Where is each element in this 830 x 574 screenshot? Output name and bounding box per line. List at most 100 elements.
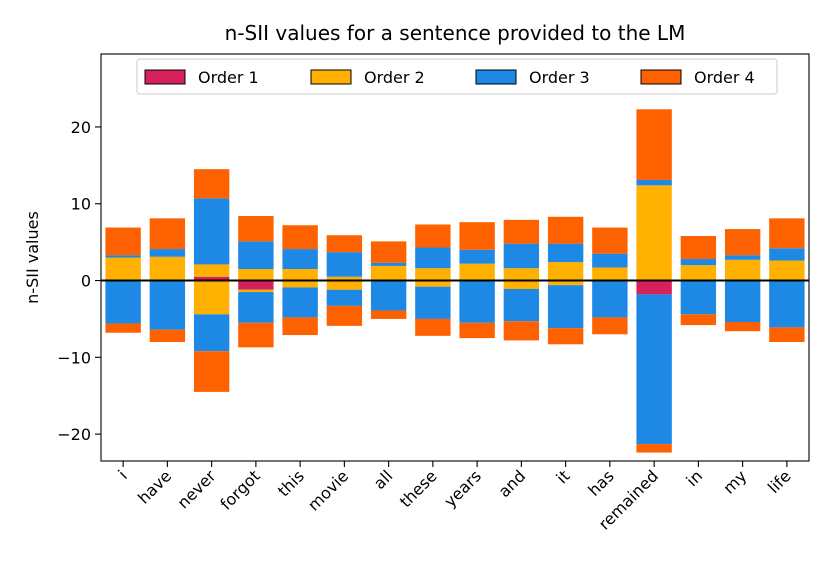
bar-these-order-4-positive	[415, 224, 451, 248]
y-tick-label: 20	[71, 118, 91, 137]
bar-movie-order-4-positive	[326, 235, 363, 253]
bar-i-order-3-negative	[105, 280, 141, 324]
bar-movie-order-2-positive	[326, 276, 363, 281]
bar-these-order-3-positive	[415, 247, 451, 269]
bar-these-order-2-positive	[415, 268, 451, 281]
bar-remained-order-4-positive	[636, 109, 672, 180]
bar-my-order-4-negative	[724, 322, 761, 332]
bar-has-order-3-positive	[592, 253, 628, 268]
bar-forgot-order-3-negative	[238, 292, 274, 323]
bar-forgot-order-4-negative	[238, 322, 274, 348]
bar-never-order-3-positive	[193, 198, 230, 265]
bar-it-order-2-positive	[547, 262, 584, 281]
x-tick-label: it	[552, 466, 573, 487]
bar-and-order-3-positive	[503, 243, 540, 269]
legend-label-order-1: Order 1	[198, 68, 259, 87]
bar-never-order-2-positive	[193, 264, 230, 277]
bar-forgot-order-2-negative	[238, 289, 274, 293]
plot-frame	[100, 53, 810, 462]
y-tick-label: −10	[57, 348, 91, 367]
bar-my-order-4-positive	[724, 229, 761, 256]
bar-has-order-2-positive	[592, 267, 628, 281]
y-tick-label: −20	[57, 425, 91, 444]
bar-never-order-4-positive	[193, 169, 230, 199]
legend-swatch-order-4	[640, 69, 682, 85]
bar-years-order-2-positive	[459, 263, 495, 281]
bar-my-order-2-positive	[724, 259, 761, 281]
bar-it-order-4-negative	[547, 328, 584, 345]
bar-has-order-3-negative	[592, 280, 628, 318]
bar-remained-order-2-positive	[636, 185, 672, 281]
bar-all-order-4-positive	[370, 241, 407, 263]
bar-movie-order-3-positive	[326, 252, 363, 277]
bar-it-order-3-positive	[547, 243, 584, 263]
bar-it-order-4-positive	[547, 216, 584, 244]
bar-movie-order-2-negative	[326, 280, 363, 290]
bar-movie-order-3-negative	[326, 289, 363, 306]
x-tick-label: i	[114, 466, 131, 483]
bar-this-order-2-positive	[282, 269, 318, 281]
bar-years-order-4-negative	[459, 322, 495, 339]
bar-life-order-4-negative	[769, 327, 805, 342]
bar-and-order-2-negative	[503, 280, 540, 289]
bar-have-order-3-negative	[149, 280, 186, 330]
bar-forgot-order-2-positive	[238, 269, 274, 281]
bar-remained-order-3-positive	[636, 179, 672, 186]
chart-title: n-SII values for a sentence provided to …	[225, 21, 686, 45]
bar-never-order-2-negative	[193, 280, 230, 315]
x-tick-label: and	[494, 466, 529, 501]
x-tick-label: forgot	[216, 466, 263, 513]
bar-forgot-order-1-negative	[238, 280, 274, 290]
x-tick-label: never	[174, 466, 220, 512]
y-tick-label: 10	[71, 195, 91, 214]
bar-remained-order-3-negative	[636, 294, 672, 445]
y-axis: −20 −10 0 10 20	[57, 118, 101, 444]
legend-swatch-order-3	[475, 69, 517, 85]
x-tick-label: this	[274, 466, 308, 500]
bar-movie-order-4-negative	[326, 305, 363, 326]
bar-all-order-4-negative	[370, 310, 407, 319]
bar-it-order-3-negative	[547, 285, 584, 329]
bar-in-order-3-positive	[680, 259, 717, 266]
x-tick-label: life	[764, 466, 795, 497]
bar-have-order-3-positive	[149, 249, 186, 257]
x-tick-label: all	[370, 466, 397, 493]
bar-this-order-2-negative	[282, 280, 318, 288]
bar-this-order-3-positive	[282, 249, 318, 270]
bar-have-order-4-positive	[149, 218, 186, 250]
bar-life-order-4-positive	[769, 218, 805, 249]
bar-i-order-4-positive	[105, 227, 141, 256]
bar-i-order-2-positive	[105, 257, 141, 281]
bar-in-order-3-negative	[680, 280, 717, 315]
y-tick-label: 0	[81, 272, 91, 291]
legend-label-order-2: Order 2	[364, 68, 425, 87]
bar-all-order-3-positive	[370, 262, 407, 266]
bar-this-order-4-positive	[282, 225, 318, 250]
bar-years-order-3-negative	[459, 280, 495, 323]
bar-my-order-3-positive	[724, 255, 761, 260]
bar-has-order-4-negative	[592, 317, 628, 335]
x-tick-label: has	[584, 466, 617, 499]
bar-and-order-4-negative	[503, 321, 540, 341]
bar-never-order-1-positive	[193, 276, 230, 281]
bar-remained-order-4-negative	[636, 444, 672, 453]
bar-and-order-4-positive	[503, 219, 540, 244]
x-tick-label: these	[396, 466, 441, 511]
bar-it-order-2-negative	[547, 280, 584, 286]
bar-never-order-3-negative	[193, 314, 230, 352]
legend-box	[136, 58, 778, 95]
bars-layer	[105, 109, 805, 453]
bar-these-order-4-negative	[415, 318, 451, 336]
bar-all-order-2-positive	[370, 265, 407, 281]
bar-remained-order-1-negative	[636, 280, 672, 295]
x-tick-label: years	[440, 466, 485, 511]
bar-forgot-order-3-positive	[238, 241, 274, 270]
bar-all-order-3-negative	[370, 280, 407, 311]
bar-i-order-3-positive	[105, 255, 141, 258]
bar-has-order-4-positive	[592, 227, 628, 254]
x-tick-label: my	[719, 466, 750, 497]
bar-life-order-3-negative	[769, 280, 805, 328]
y-axis-label: n-SII values	[23, 211, 42, 304]
